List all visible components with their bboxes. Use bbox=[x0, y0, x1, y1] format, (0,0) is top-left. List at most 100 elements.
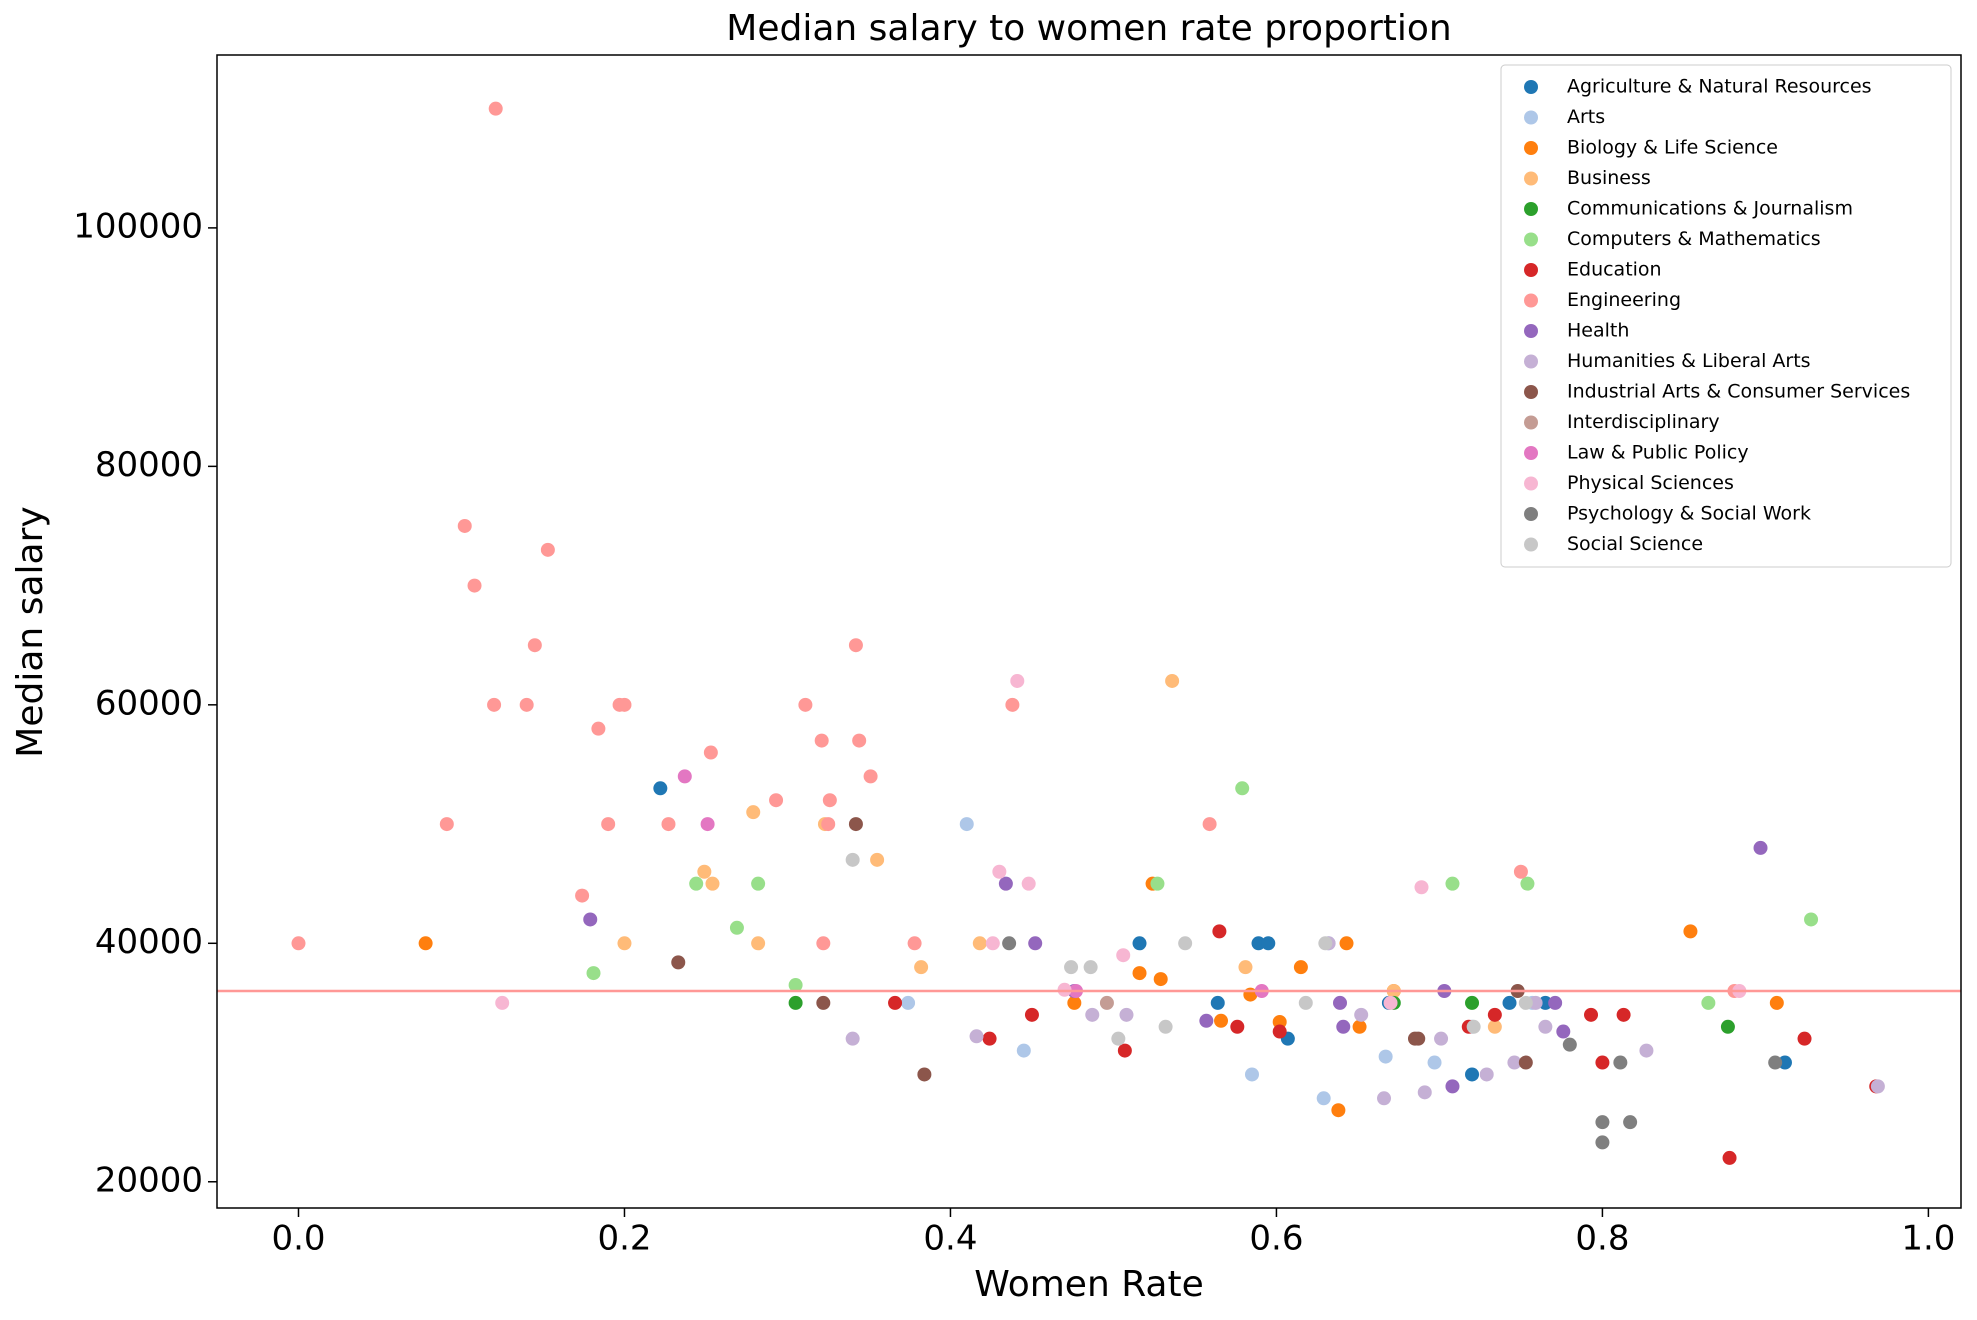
y-tick-label: 80000 bbox=[95, 445, 203, 485]
point bbox=[1064, 960, 1079, 975]
legend-label: Engineering bbox=[1567, 289, 1681, 311]
legend-marker bbox=[1524, 476, 1538, 491]
x-tick-label: 0.6 bbox=[1249, 1219, 1303, 1259]
point bbox=[1769, 995, 1784, 1010]
point bbox=[1016, 1043, 1031, 1058]
legend-label: Education bbox=[1567, 259, 1662, 281]
point bbox=[1378, 1049, 1393, 1064]
chart-title: Median salary to women rate proportion bbox=[726, 8, 1451, 49]
legend-label: Biology & Life Science bbox=[1567, 137, 1778, 159]
legend-label: Law & Public Policy bbox=[1567, 442, 1749, 464]
x-tick-label: 0.4 bbox=[923, 1219, 977, 1259]
point bbox=[1150, 876, 1165, 891]
point bbox=[914, 960, 929, 975]
legend-marker bbox=[1524, 110, 1538, 125]
y-tick-label: 60000 bbox=[95, 683, 203, 723]
point bbox=[1777, 1055, 1792, 1070]
point bbox=[1261, 936, 1276, 951]
point bbox=[457, 518, 472, 533]
point bbox=[1028, 936, 1043, 951]
point bbox=[697, 864, 712, 879]
point bbox=[969, 1029, 984, 1044]
y-axis-label: Median salary bbox=[10, 506, 51, 757]
y-tick-label: 40000 bbox=[95, 922, 203, 962]
point bbox=[495, 995, 510, 1010]
point bbox=[1298, 995, 1313, 1010]
point bbox=[888, 995, 903, 1010]
point bbox=[591, 721, 606, 736]
point bbox=[689, 876, 704, 891]
point bbox=[985, 936, 1000, 951]
point bbox=[1021, 876, 1036, 891]
point bbox=[1132, 936, 1147, 951]
point bbox=[1445, 876, 1460, 891]
point bbox=[1584, 1007, 1599, 1022]
legend-box bbox=[1500, 64, 1952, 568]
y-tick-label: 100000 bbox=[73, 206, 203, 246]
point bbox=[1538, 1019, 1553, 1034]
point bbox=[788, 995, 803, 1010]
point bbox=[700, 817, 715, 832]
point bbox=[814, 733, 829, 748]
point bbox=[1085, 1007, 1100, 1022]
point bbox=[1434, 1031, 1449, 1046]
point bbox=[907, 936, 922, 951]
legend-marker bbox=[1524, 537, 1538, 552]
legend-marker bbox=[1524, 171, 1538, 186]
legend-label: Humanities & Liberal Arts bbox=[1567, 350, 1811, 372]
point bbox=[822, 793, 837, 808]
legend-label: Interdisciplinary bbox=[1567, 411, 1720, 433]
x-tick-label: 1.0 bbox=[1901, 1219, 1955, 1259]
legend-label: Computers & Mathematics bbox=[1567, 228, 1821, 250]
point bbox=[527, 638, 542, 653]
point bbox=[575, 888, 590, 903]
point bbox=[1518, 995, 1533, 1010]
point bbox=[1623, 1115, 1638, 1130]
point bbox=[746, 805, 761, 820]
point bbox=[1445, 1079, 1460, 1094]
point bbox=[1518, 1055, 1533, 1070]
point bbox=[439, 817, 454, 832]
point bbox=[788, 978, 803, 993]
point bbox=[917, 1067, 932, 1082]
legend-marker bbox=[1524, 324, 1538, 338]
plot-frame bbox=[216, 54, 1962, 1209]
point bbox=[1010, 673, 1025, 688]
point bbox=[1466, 1019, 1481, 1034]
legend-marker bbox=[1524, 415, 1538, 430]
point bbox=[617, 936, 632, 951]
point bbox=[1117, 1043, 1132, 1058]
point bbox=[1502, 995, 1517, 1010]
point bbox=[1336, 1019, 1351, 1034]
point bbox=[1119, 1007, 1134, 1022]
x-axis-label: Women Rate bbox=[974, 1264, 1204, 1305]
point bbox=[487, 697, 502, 712]
point bbox=[821, 817, 836, 832]
point bbox=[1683, 924, 1698, 939]
point bbox=[1507, 1055, 1522, 1070]
point bbox=[751, 876, 766, 891]
point bbox=[1210, 995, 1225, 1010]
point bbox=[1528, 995, 1543, 1010]
point bbox=[1797, 1031, 1812, 1046]
point bbox=[1595, 1115, 1610, 1130]
point bbox=[1414, 880, 1429, 895]
point bbox=[703, 745, 718, 760]
legend-marker bbox=[1524, 202, 1538, 216]
point bbox=[1178, 936, 1193, 951]
point bbox=[1158, 1019, 1173, 1034]
x-tick-label: 0.2 bbox=[597, 1219, 651, 1259]
point bbox=[671, 955, 686, 970]
point bbox=[1165, 673, 1180, 688]
point bbox=[1538, 995, 1553, 1010]
point bbox=[729, 920, 744, 935]
legend-label: Communications & Journalism bbox=[1567, 198, 1853, 220]
point bbox=[1616, 1007, 1631, 1022]
point bbox=[1272, 1024, 1287, 1039]
point bbox=[1153, 972, 1168, 987]
point bbox=[1411, 1031, 1426, 1046]
point bbox=[601, 817, 616, 832]
point bbox=[519, 697, 534, 712]
point bbox=[1199, 1013, 1214, 1028]
point bbox=[848, 817, 863, 832]
